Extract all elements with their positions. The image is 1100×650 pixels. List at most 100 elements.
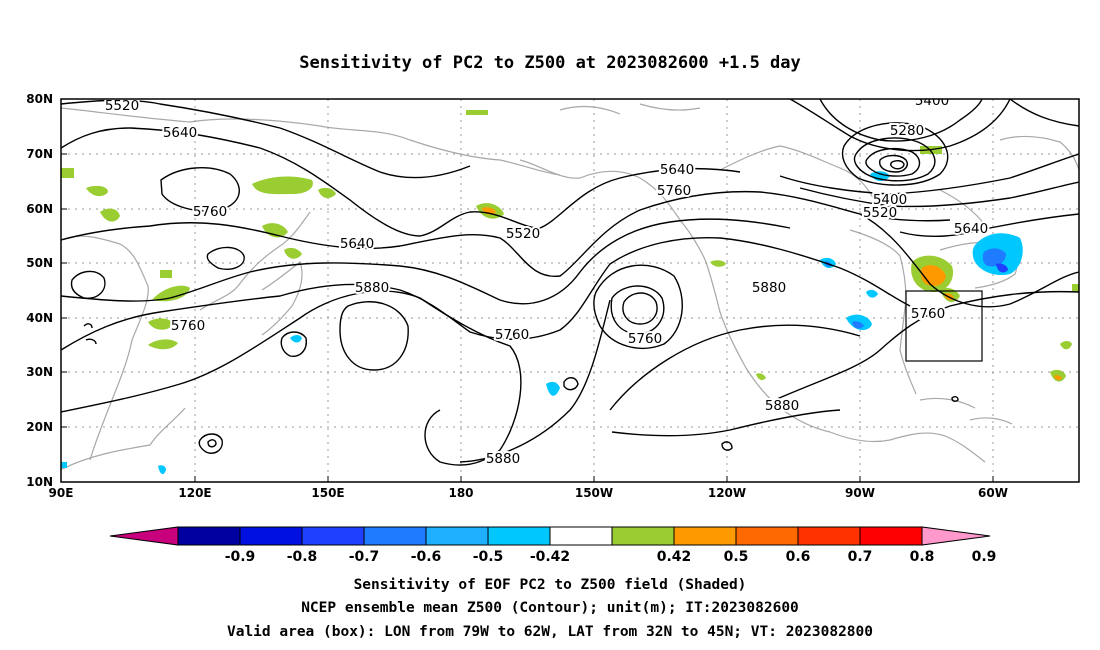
caption-line: Sensitivity of EOF PC2 to Z500 field (Sh… — [354, 577, 747, 593]
colorbar-tick-label: -0.9 — [225, 549, 256, 565]
figure-title: Sensitivity of PC2 to Z500 at 2023082600… — [299, 53, 801, 73]
graticule — [61, 99, 1079, 482]
contour-label: 5640 — [660, 162, 694, 178]
lon-axis: 90E 120E 150E 180 150W 120W 90W 60W — [49, 476, 1008, 500]
colorbar-segment — [859, 526, 923, 546]
z500-contours — [61, 99, 1079, 466]
colorbar-segment — [239, 526, 303, 546]
colorbar: -0.9 -0.8 -0.7 -0.6 -0.5 -0.42 0.42 0.5 0.6 0.7 0.… — [109, 526, 997, 565]
colorbar-tick-label: -0.7 — [349, 549, 380, 565]
lat-tick-label: 70N — [26, 147, 53, 161]
lat-axis: 80N 70N 60N 50N 40N 30N 20N 10N — [26, 92, 67, 489]
caption-line: NCEP ensemble mean Z500 (Contour); unit(… — [301, 600, 799, 616]
contour-labels: 5520 5640 5760 5760 5640 5760 5880 5520 … — [103, 93, 990, 469]
map-panel: 5520 5640 5760 5760 5640 5760 5880 5520 … — [26, 92, 1080, 500]
colorbar-segment — [425, 526, 489, 546]
positive-patch — [61, 168, 74, 178]
positive-patch — [1054, 375, 1062, 381]
contour-label: 5520 — [863, 205, 897, 221]
positive-patch — [160, 270, 172, 278]
negative-patch — [852, 321, 864, 329]
contour-label: 5520 — [105, 98, 139, 114]
colorbar-segment — [177, 526, 241, 546]
contour-label: 5760 — [628, 331, 662, 347]
captions: Sensitivity of EOF PC2 to Z500 field (Sh… — [227, 577, 873, 640]
colorbar-max-triangle — [921, 526, 991, 546]
positive-patch — [148, 318, 174, 330]
positive-patch — [756, 373, 766, 381]
contour-label: 5760 — [171, 318, 205, 334]
negative-patch — [982, 248, 1006, 267]
map-border — [60, 98, 1080, 483]
colorbar-tick-label: -0.6 — [411, 549, 442, 565]
positive-patch — [1072, 284, 1079, 292]
negative-patch — [996, 263, 1008, 273]
contour-label: 5880 — [355, 280, 389, 296]
contour-label: 5400 — [915, 93, 949, 109]
colorbar-segment — [735, 526, 799, 546]
colorbar-segment — [487, 526, 551, 546]
valid-area-box — [905, 290, 983, 362]
positive-patch — [710, 260, 726, 267]
negative-patch — [546, 381, 560, 396]
positive-patch — [318, 187, 336, 199]
colorbar-segment — [797, 526, 861, 546]
negative-patch — [61, 462, 67, 468]
lon-tick-label: 60W — [978, 486, 1008, 500]
contour-label: 5280 — [890, 123, 924, 139]
negative-patch — [290, 335, 302, 343]
positive-patch — [284, 247, 302, 259]
contour-label: 5640 — [954, 221, 988, 237]
colorbar-tick-label: -0.42 — [530, 549, 570, 565]
lon-tick-label: 150W — [575, 486, 613, 500]
lon-tick-label: 90E — [49, 486, 74, 500]
positive-patch — [466, 110, 488, 115]
colorbar-segment — [549, 526, 613, 546]
lat-tick-label: 10N — [26, 475, 53, 489]
negative-patch — [866, 289, 878, 298]
positive-patch — [152, 285, 190, 302]
lon-tick-label: 120W — [708, 486, 746, 500]
colorbar-segment — [611, 526, 675, 546]
contour-label: 5400 — [873, 192, 907, 208]
colorbar-tick-label: 0.8 — [910, 549, 935, 565]
contour-label: 5880 — [765, 398, 799, 414]
colorbar-tick-label: 0.5 — [724, 549, 749, 565]
lon-tick-label: 150E — [311, 486, 344, 500]
lat-tick-label: 80N — [26, 92, 53, 106]
contour-label: 5880 — [486, 451, 520, 467]
colorbar-tick-label: -0.5 — [473, 549, 504, 565]
colorbar-segment — [301, 526, 365, 546]
caption-line: Valid area (box): LON from 79W to 62W, L… — [227, 624, 873, 640]
lat-tick-label: 30N — [26, 365, 53, 379]
colorbar-tick-label: 0.7 — [848, 549, 873, 565]
contour-label: 5520 — [506, 226, 540, 242]
lon-tick-label: 90W — [845, 486, 875, 500]
positive-patch — [1060, 341, 1072, 350]
contour-label: 5880 — [752, 280, 786, 296]
negative-patch — [158, 465, 166, 475]
colorbar-tick-label: 0.9 — [972, 549, 997, 565]
positive-patch — [252, 176, 313, 195]
positive-patch — [86, 185, 108, 197]
lat-tick-label: 40N — [26, 311, 53, 325]
lat-tick-label: 50N — [26, 256, 53, 270]
colorbar-tick-label: 0.6 — [786, 549, 811, 565]
positive-patch — [100, 208, 120, 222]
lon-tick-label: 120E — [178, 486, 211, 500]
positive-patch — [148, 339, 178, 350]
coastlines — [61, 103, 1079, 471]
contour-label: 5760 — [193, 204, 227, 220]
contour-label: 5760 — [911, 306, 945, 322]
colorbar-tick-label: -0.8 — [287, 549, 318, 565]
colorbar-min-triangle — [109, 526, 179, 546]
lon-tick-label: 180 — [448, 486, 473, 500]
contour-label: 5760 — [495, 327, 529, 343]
contour-label: 5640 — [163, 125, 197, 141]
lat-tick-label: 20N — [26, 420, 53, 434]
contour-label: 5640 — [340, 236, 374, 252]
colorbar-tick-label: 0.42 — [657, 549, 692, 565]
colorbar-segment — [673, 526, 737, 546]
lat-tick-label: 60N — [26, 202, 53, 216]
